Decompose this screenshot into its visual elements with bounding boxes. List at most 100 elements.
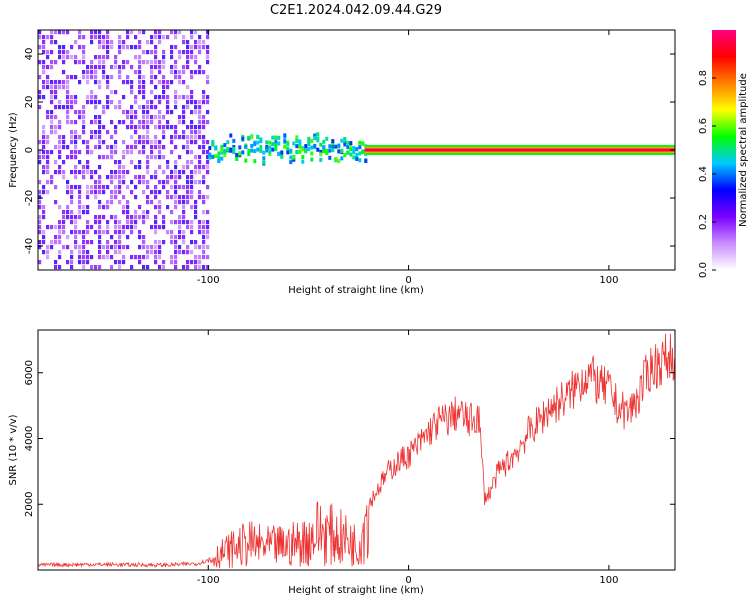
spectrogram-cell	[58, 240, 62, 245]
spectrogram-cell	[166, 195, 170, 200]
spectrogram-cell	[158, 155, 162, 160]
spectrogram-cell	[198, 70, 202, 75]
spectrogram-cell	[62, 50, 66, 55]
spectrogram-cell	[110, 195, 114, 200]
spectrogram-cell	[186, 105, 190, 110]
spectrogram-cell	[70, 45, 74, 50]
spectrogram-cell	[38, 215, 42, 220]
spectrogram-cell	[182, 215, 186, 220]
spectrogram-cell	[98, 100, 102, 105]
spectrogram-cell	[206, 110, 210, 115]
spectrogram-cell	[66, 145, 70, 150]
spectrogram-cell	[138, 230, 142, 235]
spectrogram-cell	[74, 75, 78, 80]
spectrogram-cell	[54, 260, 58, 265]
spectrogram-cell	[150, 105, 154, 110]
spectrogram-cell	[206, 45, 210, 50]
spectrogram-cell	[82, 255, 86, 260]
spectrogram-cell	[134, 165, 138, 170]
spectrogram-cell	[66, 235, 70, 240]
spectrogram-cell	[94, 265, 98, 270]
spectrogram-cell	[206, 195, 210, 200]
spectrogram-cell	[58, 235, 62, 240]
spectrogram-cell	[50, 85, 54, 90]
spectrogram-cell	[62, 160, 66, 165]
spectrogram-cell	[86, 195, 90, 200]
spectrogram-cell	[134, 140, 138, 145]
spectrogram-cell	[66, 180, 70, 185]
spectrogram-cell	[126, 235, 130, 240]
spectrogram-cell	[54, 30, 58, 35]
spectrogram-cell	[162, 260, 166, 265]
spectrogram-cell	[194, 155, 198, 160]
spectrogram-cell	[259, 148, 263, 153]
spectrogram-cell	[126, 200, 130, 205]
spectrogram-cell	[98, 65, 102, 70]
spectrogram-cell	[190, 130, 194, 135]
spectrogram-cell	[134, 185, 138, 190]
spectrogram-cell	[158, 140, 162, 145]
spectrogram-cell	[142, 175, 146, 180]
spectrogram-cell	[198, 125, 202, 130]
spectrogram-cell	[90, 100, 94, 105]
spectrogram-cell	[74, 55, 78, 60]
spectrogram-cell	[170, 220, 174, 225]
spectrogram-cell	[158, 60, 162, 65]
spectrogram-cell	[283, 144, 287, 149]
spectrogram-cell	[158, 210, 162, 215]
spectrogram-cell	[50, 245, 54, 250]
spectrogram-cell	[162, 240, 166, 245]
spectrogram-cell	[158, 225, 162, 230]
spectrogram-cell	[38, 45, 42, 50]
spectrogram-cell	[114, 65, 118, 70]
spectrogram-cell	[198, 40, 202, 45]
spectrogram-cell	[78, 250, 82, 255]
spectrogram-cell	[328, 155, 332, 160]
spectrogram-cell	[206, 230, 210, 235]
spectrogram-cell	[134, 100, 138, 105]
spectrogram-cell	[190, 55, 194, 60]
spectrogram-cell	[190, 75, 194, 80]
spectrogram-cell	[150, 100, 154, 105]
spectrogram-cell	[50, 65, 54, 70]
spectrogram-cell	[114, 175, 118, 180]
spectrogram-cell	[86, 205, 90, 210]
spectrogram-cell	[154, 65, 158, 70]
spectrogram-cell	[142, 240, 146, 245]
spectrogram-cell	[194, 165, 198, 170]
figure-title: C2E1.2024.042.09.44.G29	[270, 3, 442, 18]
spectrogram-cell	[154, 245, 158, 250]
spectrogram-cell	[331, 139, 335, 144]
spectrogram-cell	[150, 155, 154, 160]
spectrogram-cell	[134, 125, 138, 130]
spectrogram-cell	[130, 135, 134, 140]
spectrogram-cell	[86, 75, 90, 80]
spectrogram-cell	[170, 70, 174, 75]
spectrogram-cell	[114, 160, 118, 165]
spectrogram-cell	[194, 105, 198, 110]
spectrogram-cell	[295, 135, 299, 140]
spectrogram-cell	[90, 35, 94, 40]
spectrogram-cell	[118, 265, 122, 270]
spectrogram-cell	[118, 230, 122, 235]
spectrogram-cell	[174, 100, 178, 105]
spectrogram-cell	[340, 156, 344, 161]
spectrogram-cell	[106, 200, 110, 205]
spectrogram-cell	[166, 190, 170, 195]
spectrogram-cell	[38, 160, 42, 165]
spectrogram-cell	[162, 220, 166, 225]
snr-x-label: Height of straight line (km)	[288, 585, 424, 596]
spectrogram-cell	[62, 80, 66, 85]
spectrogram-cell	[98, 250, 102, 255]
spectrogram-cell	[46, 190, 50, 195]
spectrogram-cell	[78, 115, 82, 120]
spectrogram-cell	[346, 140, 350, 145]
spectrogram-cell	[307, 142, 311, 147]
spectrogram-cell	[253, 159, 257, 164]
spectrogram-cell	[78, 160, 82, 165]
spectrogram-cell	[94, 130, 98, 135]
spectrogram-cell	[235, 152, 239, 157]
spectrogram-cell	[307, 147, 311, 151]
spectrogram-cell	[46, 135, 50, 140]
spectrogram-cell	[262, 156, 266, 161]
